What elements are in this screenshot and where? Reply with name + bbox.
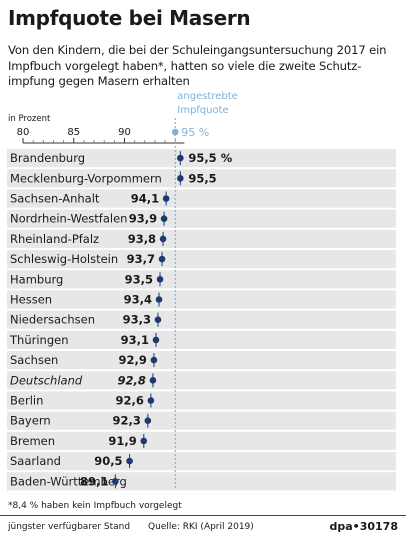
row-category-label: Mecklenburg-Vorpommern <box>10 171 162 185</box>
chart-title: Impfquote bei Masern <box>8 6 251 30</box>
row-background <box>7 431 396 450</box>
data-value-label: 94,1 <box>131 192 159 206</box>
data-value-label: 92,6 <box>116 394 144 408</box>
data-value-label: 93,9 <box>129 212 157 226</box>
row-background <box>7 391 396 410</box>
row-category-label: Thüringen <box>9 333 68 347</box>
data-value-label: 93,1 <box>121 333 149 347</box>
footer-source: Quelle: RKI (April 2019) <box>148 522 254 532</box>
target-marker <box>171 128 179 136</box>
data-value-label: 91,9 <box>108 434 136 448</box>
data-value-label: 92,8 <box>118 373 146 387</box>
data-dot <box>155 296 163 303</box>
row-background <box>7 209 396 228</box>
row-background <box>7 250 396 269</box>
data-dot <box>162 195 170 202</box>
x-axis-label: in Prozent <box>8 114 51 124</box>
row-category-label: Deutschland <box>10 373 83 387</box>
data-value-label: 95,5 % <box>188 151 232 165</box>
row-background <box>7 270 396 289</box>
target-label-line2: Impfquote <box>177 105 228 116</box>
dot-chart: in Prozent 80 85 90 angestrebte Impfquote 95 %… <box>7 91 396 491</box>
data-dot <box>160 215 168 222</box>
x-tick-label: 85 <box>67 127 80 138</box>
row-category-label: Rheinland-Pfalz <box>10 232 99 246</box>
row-category-label: Nordrhein-Westfalen <box>10 212 127 226</box>
footer-divider <box>0 515 406 516</box>
data-value-label: 93,3 <box>123 313 151 327</box>
data-dot <box>154 316 162 324</box>
row-category-label: Bremen <box>10 434 55 448</box>
data-value-label: 93,7 <box>127 252 155 266</box>
target-value-label: 95 % <box>181 126 209 139</box>
row-background <box>7 290 396 309</box>
row-background <box>7 452 396 471</box>
chart-subtitle: Von den Kindern, die bei der Schuleingan… <box>8 43 387 88</box>
data-dot <box>156 276 164 283</box>
data-dot <box>177 175 184 182</box>
row-background <box>7 411 396 430</box>
footer-stand: jüngster verfügbarer Stand <box>8 522 131 532</box>
target-label-line1: angestrebte <box>177 91 238 102</box>
data-dot <box>147 397 155 404</box>
footer-credit: dpa•30178 <box>329 520 398 533</box>
row-background <box>7 371 396 390</box>
row-category-label: Baden-Württemberg <box>10 474 127 488</box>
row-background <box>7 189 396 208</box>
data-dot <box>140 437 148 445</box>
row-category-label: Sachsen <box>10 353 58 367</box>
x-tick-label: 80 <box>17 127 30 138</box>
row-category-label: Berlin <box>10 394 43 408</box>
row-background <box>7 229 396 248</box>
row-background <box>7 351 396 370</box>
row-category-label: Bayern <box>10 414 51 428</box>
data-dot <box>150 356 158 364</box>
data-dot <box>112 478 119 485</box>
data-dot <box>152 336 160 344</box>
row-background <box>7 169 396 188</box>
data-value-label: 90,5 <box>94 454 122 468</box>
data-value-label: 93,5 <box>125 272 153 286</box>
data-value-label: 93,4 <box>124 293 152 307</box>
row-category-label: Hessen <box>10 293 52 307</box>
row-category-label: Hamburg <box>10 272 63 286</box>
footnote: *8,4 % haben kein Impfbuch vorgelegt <box>8 501 182 511</box>
data-dot <box>159 235 167 243</box>
data-dot <box>126 457 133 465</box>
row-background <box>7 310 396 329</box>
row-category-label: Niedersachsen <box>10 313 95 327</box>
x-tick-label: 90 <box>118 127 131 138</box>
data-dot <box>144 417 152 425</box>
row-category-label: Schleswig-Holstein <box>10 252 118 266</box>
data-value-label: 92,3 <box>112 414 140 428</box>
row-background <box>7 330 396 349</box>
row-background <box>7 472 396 491</box>
row-background <box>7 149 396 168</box>
row-category-label: Saarland <box>10 454 61 468</box>
data-dot <box>177 154 184 162</box>
row-category-label: Sachsen-Anhalt <box>10 192 100 206</box>
data-value-label: 95,5 <box>188 171 216 185</box>
data-dot <box>158 255 166 263</box>
data-value-label: 93,8 <box>128 232 156 246</box>
row-category-label: Brandenburg <box>10 151 85 165</box>
data-value-label: 92,9 <box>119 353 147 367</box>
data-dot <box>149 377 157 384</box>
data-value-label: 89,1 <box>80 474 108 488</box>
